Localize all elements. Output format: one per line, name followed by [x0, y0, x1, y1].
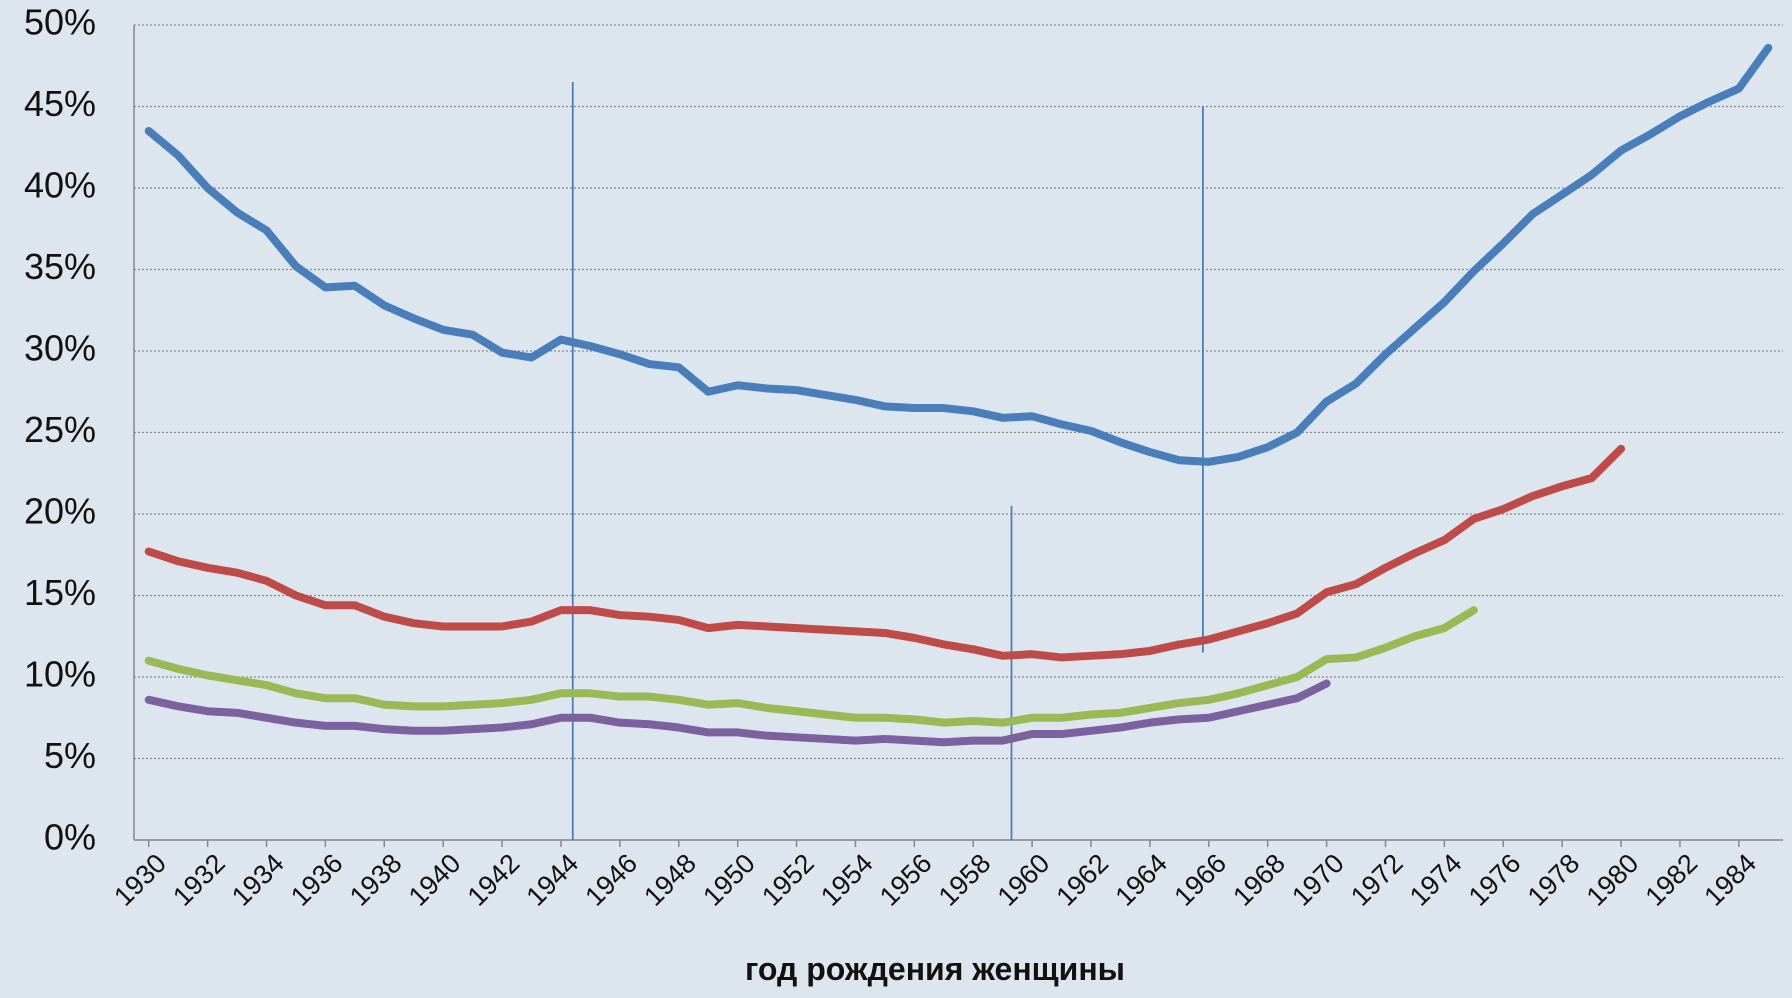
page: {"chart_data": {"type": "line", "x_label… — [0, 0, 1792, 998]
x-tick-label: 1946 — [579, 848, 643, 912]
x-tick-label: 1960 — [992, 848, 1056, 912]
x-tick-label: 1966 — [1168, 848, 1232, 912]
x-tick-label: 1954 — [815, 848, 879, 912]
series-line — [149, 449, 1621, 658]
x-tick-label: 1982 — [1640, 848, 1704, 912]
x-tick-label: 1936 — [285, 848, 349, 912]
y-tick-label: 20% — [24, 491, 96, 532]
chart: год рождения женщины 0% 5% 10% 15% 20% 25% 30%… — [0, 0, 1792, 998]
x-tick-label: 1956 — [874, 848, 938, 912]
x-axis-title: год рождения женщины — [745, 951, 1125, 987]
y-tick-label: 30% — [24, 328, 96, 369]
x-tick-label: 1938 — [344, 848, 408, 912]
x-tick-label: 1948 — [638, 848, 702, 912]
y-tick-label: 40% — [24, 165, 96, 206]
y-tick-label: 10% — [24, 654, 96, 695]
y-tick-label: 45% — [24, 83, 96, 124]
y-tick-label: 25% — [24, 409, 96, 450]
x-tick-label: 1942 — [462, 848, 526, 912]
x-tick-label: 1958 — [933, 848, 997, 912]
x-tick-label: 1968 — [1227, 848, 1291, 912]
y-tick-label: 5% — [44, 735, 96, 776]
x-tick-label: 1978 — [1522, 848, 1586, 912]
y-tick-label: 35% — [24, 246, 96, 287]
x-tick-label: 1962 — [1051, 848, 1115, 912]
x-tick-label: 1940 — [403, 848, 467, 912]
x-tick-label: 1952 — [756, 848, 820, 912]
y-tick-label: 50% — [24, 2, 96, 43]
x-tick-label: 1984 — [1698, 848, 1762, 912]
y-tick-label: 15% — [24, 572, 96, 613]
x-tick-label: 1950 — [697, 848, 761, 912]
y-tick-label: 0% — [44, 817, 96, 858]
series-line — [149, 48, 1769, 462]
x-tick-label: 1976 — [1463, 848, 1527, 912]
series-line — [149, 684, 1327, 743]
x-tick-label: 1970 — [1286, 848, 1350, 912]
x-tick-label: 1930 — [108, 848, 172, 912]
x-tick-label: 1972 — [1345, 848, 1409, 912]
x-tick-label: 1980 — [1581, 848, 1645, 912]
x-tick-label: 1974 — [1404, 848, 1468, 912]
x-tick-label: 1934 — [226, 848, 290, 912]
x-tick-label: 1964 — [1109, 848, 1173, 912]
x-tick-label: 1932 — [167, 848, 231, 912]
x-tick-label: 1944 — [521, 848, 585, 912]
